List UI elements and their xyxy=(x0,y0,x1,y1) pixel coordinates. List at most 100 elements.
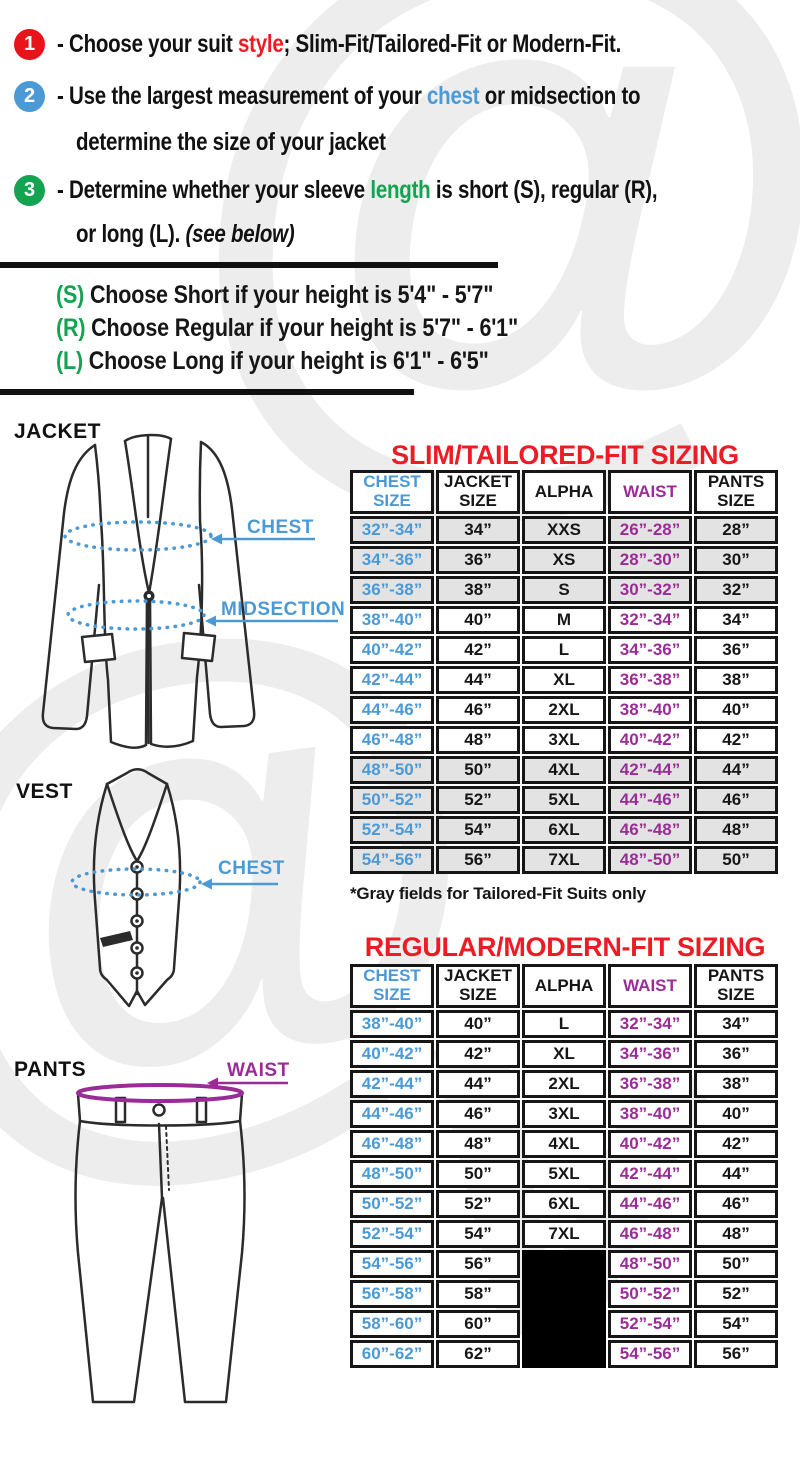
size-cell: 6XL xyxy=(522,816,606,844)
column-header: JACKET SIZE xyxy=(436,964,520,1008)
jacket-left-lapel xyxy=(125,441,149,593)
size-cell: 42”-44” xyxy=(608,756,692,784)
long-text: Choose Long if your height is 6'1" - 6'5… xyxy=(89,347,489,375)
midsection-arrow-head xyxy=(205,616,216,627)
short-text: Choose Short if your height is 5'4" - 5'… xyxy=(90,281,493,309)
size-cell: 6XL xyxy=(522,1190,606,1218)
column-header: WAIST xyxy=(608,470,692,514)
jacket-midsection-label: MIDSECTION xyxy=(221,599,345,620)
size-cell: 2XL xyxy=(522,696,606,724)
size-cell: 42” xyxy=(436,636,520,664)
step-3-text-post: is short (S), regular (R), xyxy=(430,176,657,204)
jacket-left-pocket xyxy=(82,634,115,662)
size-cell: 30”-32” xyxy=(608,576,692,604)
column-header: PANTS SIZE xyxy=(694,964,778,1008)
step-2-text-pre: - Use the largest measurement of your xyxy=(57,82,427,110)
size-cell: 52” xyxy=(694,1280,778,1308)
height-guide-long: (L) Choose Long if your height is 6'1" -… xyxy=(56,345,518,378)
regular-tag: (R) xyxy=(56,314,85,342)
size-cell: 46”-48” xyxy=(608,1220,692,1248)
step-2-text-post: or midsection to xyxy=(479,82,640,110)
size-cell: 38” xyxy=(694,666,778,694)
size-cell: 52”-54” xyxy=(608,1310,692,1338)
size-cell: 48” xyxy=(436,726,520,754)
gray-fields-footnote: *Gray fields for Tailored-Fit Suits only xyxy=(350,884,646,904)
size-cell: 52” xyxy=(436,1190,520,1218)
size-cell: 50”-52” xyxy=(350,786,434,814)
step-3-number-badge: 3 xyxy=(14,175,45,206)
no-alpha-size-block xyxy=(522,1250,606,1368)
size-cell: 3XL xyxy=(522,726,606,754)
size-cell: 42”-44” xyxy=(350,666,434,694)
size-cell: 50” xyxy=(694,846,778,874)
size-cell: 34”-36” xyxy=(350,546,434,574)
size-cell: 4XL xyxy=(522,756,606,784)
size-cell: 54”-56” xyxy=(608,1340,692,1368)
step-1-highlight: style xyxy=(238,30,283,58)
size-cell: 46” xyxy=(436,696,520,724)
step-3-highlight: length xyxy=(370,176,430,204)
size-cell: 46” xyxy=(694,1190,778,1218)
size-cell: 42”-44” xyxy=(608,1160,692,1188)
size-cell: 50” xyxy=(436,1160,520,1188)
size-cell: M xyxy=(522,606,606,634)
jacket-diagram: CHEST MIDSECTION xyxy=(20,425,340,755)
size-cell: 56” xyxy=(436,1250,520,1278)
size-cell: 54”-56” xyxy=(350,1250,434,1278)
short-tag: (S) xyxy=(56,281,84,309)
size-cell: 32” xyxy=(694,576,778,604)
step-1-text-pre: - Choose your suit xyxy=(57,30,238,58)
jacket-right-sleeve xyxy=(199,442,254,727)
size-cell: S xyxy=(522,576,606,604)
size-cell: XXS xyxy=(522,516,606,544)
size-cell: 50”-52” xyxy=(350,1190,434,1218)
size-cell: 42” xyxy=(694,726,778,754)
size-cell: 42” xyxy=(436,1040,520,1068)
size-cell: 3XL xyxy=(522,1100,606,1128)
size-cell: 54” xyxy=(694,1310,778,1338)
size-cell: 38”-40” xyxy=(350,606,434,634)
size-cell: 48”-50” xyxy=(608,1250,692,1278)
regular-text: Choose Regular if your height is 5'7" - … xyxy=(91,314,518,342)
size-cell: 42” xyxy=(694,1130,778,1158)
vest-left-lapel xyxy=(107,784,137,861)
size-cell: 28” xyxy=(694,516,778,544)
pants-waistband-right xyxy=(240,1094,242,1121)
size-cell: 40”-42” xyxy=(608,726,692,754)
size-cell: 52”-54” xyxy=(350,816,434,844)
step-3-continuation: or long (L). (see below) xyxy=(76,220,294,249)
size-cell: 56” xyxy=(694,1340,778,1368)
size-cell: 40”-42” xyxy=(350,636,434,664)
size-cell: 50”-52” xyxy=(608,1280,692,1308)
size-cell: 36”-38” xyxy=(608,1070,692,1098)
slim-table-title: SLIM/TAILORED-FIT SIZING xyxy=(340,440,790,471)
size-cell: 32”-34” xyxy=(350,516,434,544)
pants-fly-line xyxy=(159,1124,162,1198)
column-header: ALPHA xyxy=(522,470,606,514)
size-cell: 7XL xyxy=(522,846,606,874)
size-cell: 44”-46” xyxy=(350,696,434,724)
column-header: JACKET SIZE xyxy=(436,470,520,514)
pants-waist-label: WAIST xyxy=(227,1060,290,1081)
jacket-left-panel xyxy=(95,445,147,748)
size-cell: 46” xyxy=(436,1100,520,1128)
height-guide-regular: (R) Choose Regular if your height is 5'7… xyxy=(56,312,518,345)
size-cell: 54” xyxy=(436,1220,520,1248)
size-cell: XS xyxy=(522,546,606,574)
column-header: CHEST SIZE xyxy=(350,964,434,1008)
size-cell: 36” xyxy=(436,546,520,574)
